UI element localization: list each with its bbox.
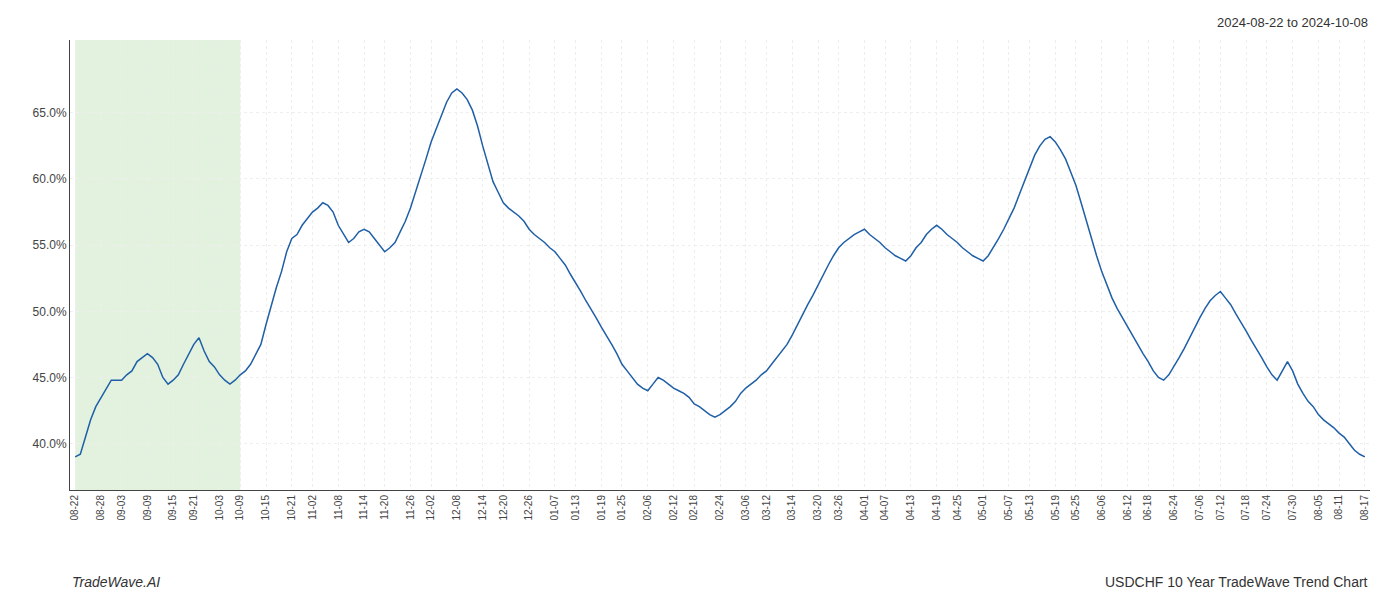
svg-text:07-30: 07-30: [1287, 495, 1298, 521]
svg-text:06-12: 06-12: [1122, 495, 1133, 521]
svg-text:10-09: 10-09: [234, 495, 245, 521]
svg-text:07-06: 07-06: [1194, 495, 1205, 521]
svg-text:12-20: 12-20: [498, 495, 509, 521]
svg-text:07-12: 07-12: [1215, 495, 1226, 521]
svg-text:09-03: 09-03: [116, 495, 127, 521]
svg-text:11-14: 11-14: [358, 495, 369, 520]
svg-text:09-21: 09-21: [188, 495, 199, 521]
svg-text:60.0%: 60.0%: [33, 172, 67, 186]
svg-text:02-06: 02-06: [642, 495, 653, 521]
svg-text:03-06: 03-06: [740, 495, 751, 521]
svg-text:2024-08-22 to 2024-10-08: 2024-08-22 to 2024-10-08: [1217, 15, 1368, 30]
svg-text:05-07: 05-07: [1003, 495, 1014, 521]
svg-text:07-18: 07-18: [1240, 495, 1251, 521]
svg-text:02-18: 02-18: [688, 495, 699, 521]
svg-text:04-01: 04-01: [859, 495, 870, 521]
svg-text:04-19: 04-19: [931, 495, 942, 521]
svg-text:09-09: 09-09: [142, 495, 153, 521]
svg-text:05-25: 05-25: [1070, 495, 1081, 521]
svg-text:11-20: 11-20: [379, 495, 390, 520]
svg-text:06-18: 06-18: [1142, 495, 1153, 521]
svg-text:45.0%: 45.0%: [33, 371, 67, 385]
svg-text:06-24: 06-24: [1168, 495, 1179, 521]
svg-text:03-12: 03-12: [761, 495, 772, 521]
svg-text:04-13: 04-13: [905, 495, 916, 521]
svg-text:10-21: 10-21: [286, 495, 297, 521]
svg-text:01-19: 01-19: [596, 495, 607, 521]
svg-text:12-08: 12-08: [451, 495, 462, 521]
svg-text:06-06: 06-06: [1096, 495, 1107, 521]
svg-text:50.0%: 50.0%: [33, 305, 67, 319]
svg-text:11-02: 11-02: [307, 495, 318, 520]
svg-text:12-26: 12-26: [523, 495, 534, 521]
svg-text:09-15: 09-15: [167, 495, 178, 521]
svg-text:04-07: 04-07: [879, 495, 890, 521]
svg-text:01-13: 01-13: [570, 495, 581, 521]
svg-text:03-26: 03-26: [833, 495, 844, 521]
svg-text:07-24: 07-24: [1261, 495, 1272, 521]
svg-text:03-14: 03-14: [786, 495, 797, 521]
svg-text:02-24: 02-24: [714, 495, 725, 521]
svg-text:TradeWave.AI: TradeWave.AI: [72, 574, 160, 590]
svg-text:08-28: 08-28: [95, 495, 106, 521]
svg-text:01-07: 01-07: [549, 495, 560, 521]
svg-text:11-08: 11-08: [333, 495, 344, 520]
svg-text:05-19: 05-19: [1050, 495, 1061, 521]
svg-text:12-02: 12-02: [425, 495, 436, 521]
svg-text:02-12: 02-12: [668, 495, 679, 521]
svg-text:10-15: 10-15: [260, 495, 271, 521]
svg-text:08-11: 08-11: [1333, 495, 1344, 520]
svg-text:10-03: 10-03: [214, 495, 225, 521]
svg-text:08-05: 08-05: [1313, 495, 1324, 521]
svg-text:01-25: 01-25: [616, 495, 627, 521]
svg-text:55.0%: 55.0%: [33, 238, 67, 252]
svg-text:05-01: 05-01: [977, 495, 988, 521]
svg-text:08-17: 08-17: [1359, 495, 1370, 521]
svg-text:65.0%: 65.0%: [33, 106, 67, 120]
svg-text:USDCHF 10 Year TradeWave Trend: USDCHF 10 Year TradeWave Trend Chart: [1105, 574, 1368, 590]
svg-text:40.0%: 40.0%: [33, 437, 67, 451]
svg-text:03-20: 03-20: [812, 495, 823, 521]
svg-text:05-13: 05-13: [1024, 495, 1035, 521]
svg-text:04-25: 04-25: [952, 495, 963, 521]
svg-text:08-22: 08-22: [69, 495, 80, 521]
svg-text:12-14: 12-14: [477, 495, 488, 521]
svg-text:11-26: 11-26: [405, 495, 416, 520]
